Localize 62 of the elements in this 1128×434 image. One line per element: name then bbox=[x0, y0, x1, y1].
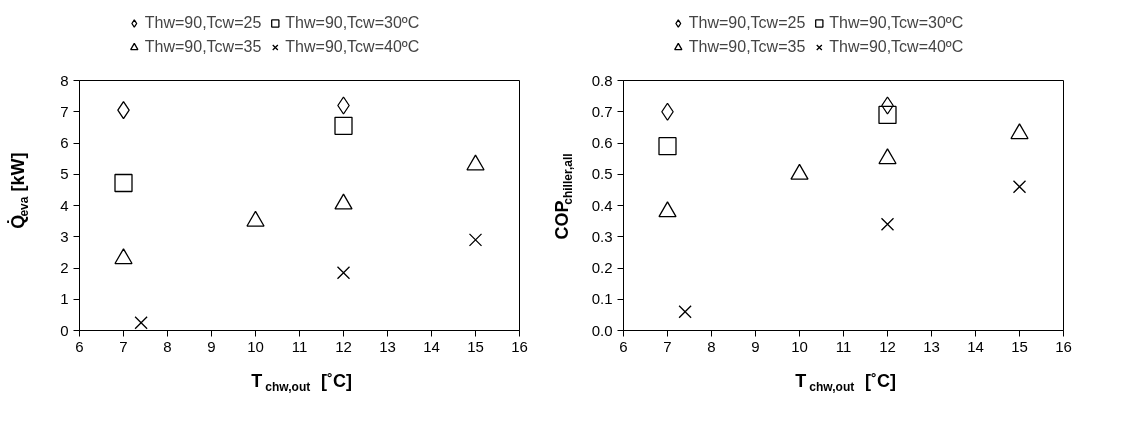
y-tick-label: 1 bbox=[60, 290, 69, 308]
x-tick-label: 12 bbox=[879, 337, 896, 355]
legend-label: Thw=90,Tcw=25 bbox=[688, 14, 806, 32]
y-tick-label: 0.0 bbox=[591, 321, 613, 339]
legend-label: Thw=90,Tcw=35 bbox=[144, 38, 262, 56]
point bbox=[468, 233, 483, 247]
y-tick-label: 2 bbox=[60, 259, 69, 276]
point bbox=[334, 116, 353, 135]
y-tick-label: 0.5 bbox=[591, 165, 613, 183]
point bbox=[678, 305, 692, 319]
y-tick-label: 6 bbox=[60, 134, 69, 151]
x-tick-label: 13 bbox=[379, 337, 396, 355]
y-tick-label: 0.1 bbox=[591, 290, 613, 308]
point bbox=[658, 201, 677, 218]
point bbox=[134, 316, 148, 330]
y-axis-title: Q̇eva [kW] bbox=[6, 152, 31, 229]
x-tick-label: 7 bbox=[663, 337, 672, 355]
x-tick-label: 15 bbox=[467, 337, 484, 355]
y-tick-label: 3 bbox=[60, 227, 69, 245]
y-tick-label: 7 bbox=[60, 102, 69, 120]
y-tick-label: 0.4 bbox=[591, 196, 613, 214]
x-tick-label: 16 bbox=[1055, 337, 1072, 355]
legend-label: Thw=90,Tcw=30ºC bbox=[285, 14, 420, 32]
x-tick-label: 9 bbox=[751, 337, 760, 355]
y-tick-label: 8 bbox=[60, 71, 69, 89]
legend-label: Thw=90,Tcw=35 bbox=[688, 38, 806, 56]
legend-label: Thw=90,Tcw=30ºC bbox=[829, 14, 964, 32]
point bbox=[880, 217, 895, 231]
point bbox=[336, 266, 351, 280]
x-tick-label: 13 bbox=[923, 337, 940, 355]
y-tick-label: 0.8 bbox=[591, 71, 613, 89]
x-tick-label: 14 bbox=[967, 337, 984, 355]
x-tick-label: 12 bbox=[335, 337, 352, 355]
legend-label: Thw=90,Tcw=40ºC bbox=[829, 38, 964, 56]
y-tick-label: 4 bbox=[60, 196, 69, 214]
y-tick-label: 5 bbox=[60, 165, 69, 183]
x-tick-label: 16 bbox=[511, 337, 528, 355]
x-tick-label: 15 bbox=[1011, 337, 1028, 355]
point bbox=[114, 173, 133, 193]
x-tick-label: 10 bbox=[247, 337, 264, 355]
x-tick-label: 8 bbox=[163, 337, 172, 355]
point bbox=[1012, 180, 1027, 194]
legend-label: Thw=90,Tcw=40ºC bbox=[285, 38, 420, 56]
x-tick-label: 7 bbox=[119, 337, 128, 355]
legend-label: Thw=90,Tcw=25 bbox=[144, 14, 262, 32]
x-tick-label: 10 bbox=[791, 337, 808, 355]
x-tick-label: 11 bbox=[291, 337, 308, 355]
point bbox=[878, 148, 897, 165]
y-tick-label: 0.2 bbox=[591, 259, 613, 276]
y-tick-label: 0.7 bbox=[591, 102, 613, 120]
point bbox=[878, 105, 897, 125]
point bbox=[1010, 123, 1029, 140]
point bbox=[658, 136, 677, 156]
y-tick-label: 0 bbox=[60, 321, 69, 339]
y-tick-label: 0.6 bbox=[591, 134, 613, 151]
x-tick-label: 14 bbox=[423, 337, 440, 355]
x-tick-label: 11 bbox=[835, 337, 852, 355]
x-tick-label: 9 bbox=[207, 337, 216, 355]
x-tick-label: 8 bbox=[707, 337, 716, 355]
x-tick-label: 6 bbox=[619, 337, 628, 355]
y-tick-label: 0.3 bbox=[591, 227, 613, 245]
x-tick-label: 6 bbox=[75, 337, 84, 355]
